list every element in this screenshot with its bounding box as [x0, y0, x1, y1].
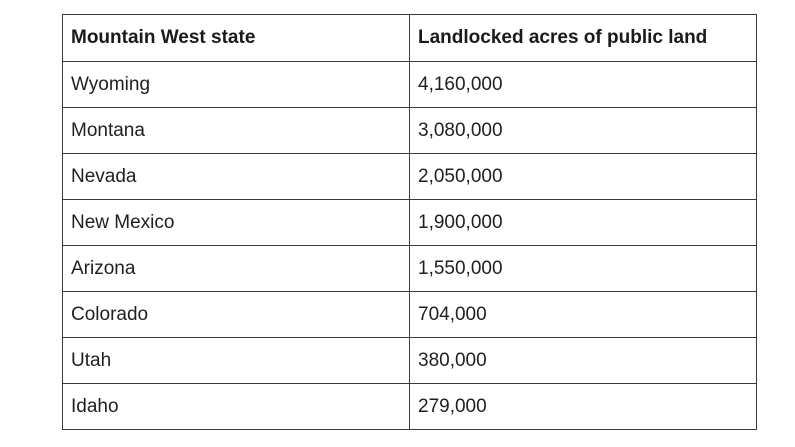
state-cell: Nevada	[62, 153, 410, 200]
state-cell: Wyoming	[62, 61, 410, 108]
column-header-acres: Landlocked acres of public land	[409, 14, 757, 62]
state-cell: Colorado	[62, 291, 410, 338]
acres-cell: 1,550,000	[409, 245, 757, 292]
acres-cell: 380,000	[409, 337, 757, 384]
acres-cell: 2,050,000	[409, 153, 757, 200]
landlocked-acres-table: Mountain West state Landlocked acres of …	[62, 14, 757, 430]
state-cell: Montana	[62, 107, 410, 154]
state-cell: Utah	[62, 337, 410, 384]
acres-cell: 3,080,000	[409, 107, 757, 154]
column-header-state: Mountain West state	[62, 14, 410, 62]
acres-cell: 704,000	[409, 291, 757, 338]
table-row: Wyoming 4,160,000	[62, 61, 757, 108]
table-row: Montana 3,080,000	[62, 107, 757, 154]
table-header-row: Mountain West state Landlocked acres of …	[62, 14, 757, 62]
table-row: Nevada 2,050,000	[62, 153, 757, 200]
table-row: Arizona 1,550,000	[62, 245, 757, 292]
acres-cell: 279,000	[409, 383, 757, 430]
table-row: Utah 380,000	[62, 337, 757, 384]
state-cell: Arizona	[62, 245, 410, 292]
table-row: Colorado 704,000	[62, 291, 757, 338]
state-cell: New Mexico	[62, 199, 410, 246]
acres-cell: 1,900,000	[409, 199, 757, 246]
state-cell: Idaho	[62, 383, 410, 430]
table-row: Idaho 279,000	[62, 383, 757, 430]
acres-cell: 4,160,000	[409, 61, 757, 108]
table-row: New Mexico 1,900,000	[62, 199, 757, 246]
